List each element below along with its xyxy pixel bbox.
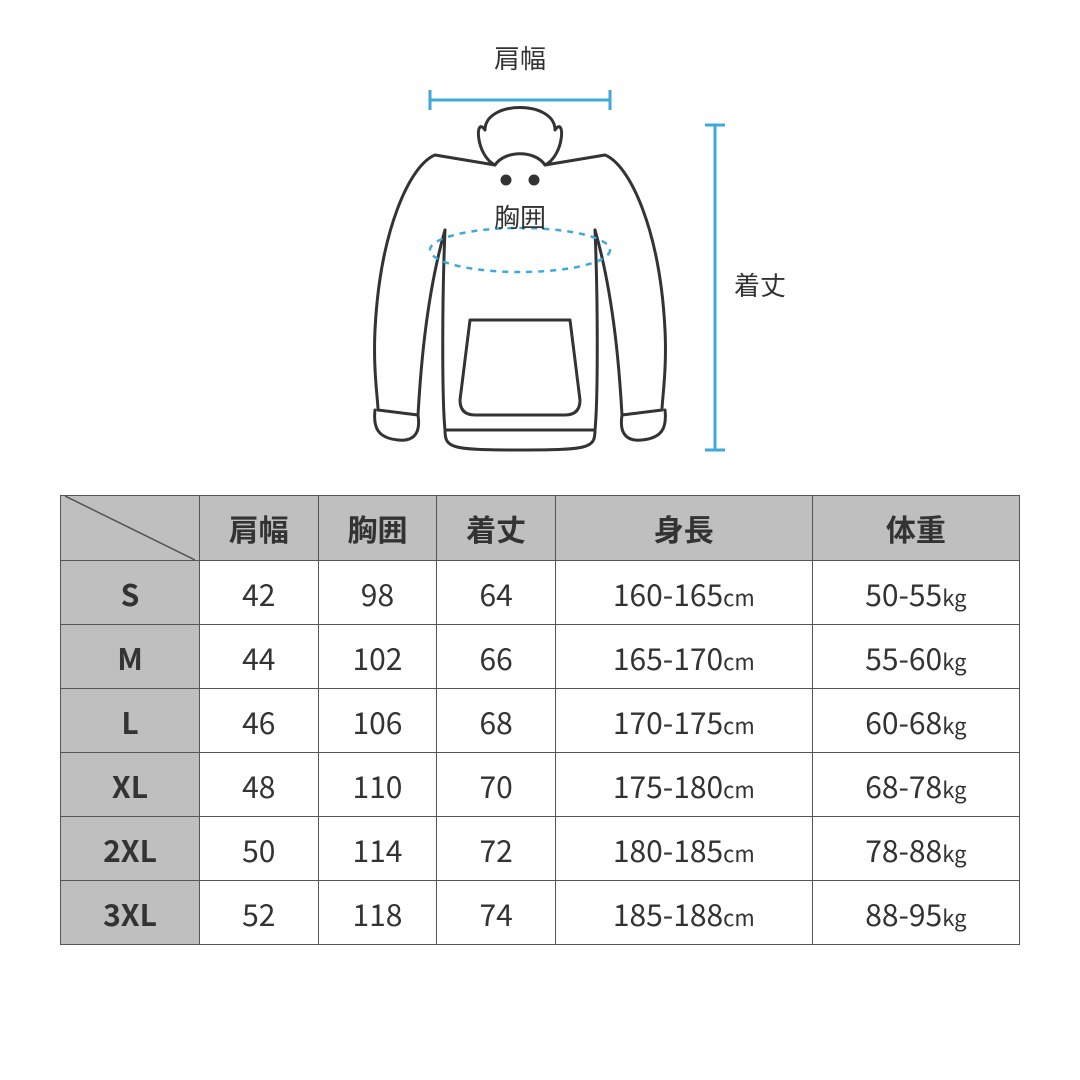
cell-shoulder: 48: [200, 753, 319, 817]
shoulder-label: 肩幅: [494, 39, 546, 76]
cell-weight: 50-55kg: [812, 561, 1019, 625]
col-length: 着丈: [437, 496, 556, 561]
cell-weight: 68-78kg: [812, 753, 1019, 817]
cell-weight: 60-68kg: [812, 689, 1019, 753]
cell-chest: 102: [318, 625, 437, 689]
cell-chest: 118: [318, 881, 437, 945]
cell-size: 3XL: [61, 881, 200, 945]
table-row: 2XL5011472180-185cm78-88kg: [61, 817, 1020, 881]
cell-length: 70: [437, 753, 556, 817]
cell-height: 170-175cm: [555, 689, 812, 753]
cell-weight: 55-60kg: [812, 625, 1019, 689]
cell-height: 180-185cm: [555, 817, 812, 881]
col-chest: 胸囲: [318, 496, 437, 561]
cell-length: 72: [437, 817, 556, 881]
cell-weight: 88-95kg: [812, 881, 1019, 945]
cell-chest: 98: [318, 561, 437, 625]
cell-length: 68: [437, 689, 556, 753]
cell-height: 185-188cm: [555, 881, 812, 945]
cell-size: XL: [61, 753, 200, 817]
cell-shoulder: 50: [200, 817, 319, 881]
hoodie-diagram-svg: 肩幅 着丈: [260, 30, 820, 470]
length-measure-icon: 着丈: [705, 125, 786, 450]
cell-size: M: [61, 625, 200, 689]
col-weight: 体重: [812, 496, 1019, 561]
cell-length: 66: [437, 625, 556, 689]
table-row: L4610668170-175cm60-68kg: [61, 689, 1020, 753]
cell-height: 165-170cm: [555, 625, 812, 689]
diagonal-header-cell: [61, 496, 200, 561]
chest-label: 胸囲: [494, 198, 546, 235]
cell-weight: 78-88kg: [812, 817, 1019, 881]
cell-size: 2XL: [61, 817, 200, 881]
cell-height: 175-180cm: [555, 753, 812, 817]
diagonal-line-icon: [65, 496, 195, 560]
table-header-row: 肩幅 胸囲 着丈 身長 体重: [61, 496, 1020, 561]
table-row: 3XL5211874185-188cm88-95kg: [61, 881, 1020, 945]
table-row: S429864160-165cm50-55kg: [61, 561, 1020, 625]
shoulder-measure-icon: 肩幅: [430, 39, 610, 110]
cell-shoulder: 52: [200, 881, 319, 945]
cell-length: 74: [437, 881, 556, 945]
table-body: S429864160-165cm50-55kgM4410266165-170cm…: [61, 561, 1020, 945]
cell-chest: 114: [318, 817, 437, 881]
table-row: M4410266165-170cm55-60kg: [61, 625, 1020, 689]
table-row: XL4811070175-180cm68-78kg: [61, 753, 1020, 817]
length-label: 着丈: [734, 266, 786, 303]
cell-size: S: [61, 561, 200, 625]
measurement-diagram: 肩幅 着丈: [0, 30, 1080, 470]
cell-size: L: [61, 689, 200, 753]
cell-chest: 106: [318, 689, 437, 753]
cell-height: 160-165cm: [555, 561, 812, 625]
cell-shoulder: 46: [200, 689, 319, 753]
cell-chest: 110: [318, 753, 437, 817]
cell-shoulder: 42: [200, 561, 319, 625]
cell-length: 64: [437, 561, 556, 625]
hoodie-outline-icon: [375, 108, 666, 451]
chest-measure-icon: 胸囲: [430, 198, 610, 272]
col-height: 身長: [555, 496, 812, 561]
cell-shoulder: 44: [200, 625, 319, 689]
size-chart-table: 肩幅 胸囲 着丈 身長 体重 S429864160-165cm50-55kgM4…: [60, 495, 1020, 945]
col-shoulder: 肩幅: [200, 496, 319, 561]
